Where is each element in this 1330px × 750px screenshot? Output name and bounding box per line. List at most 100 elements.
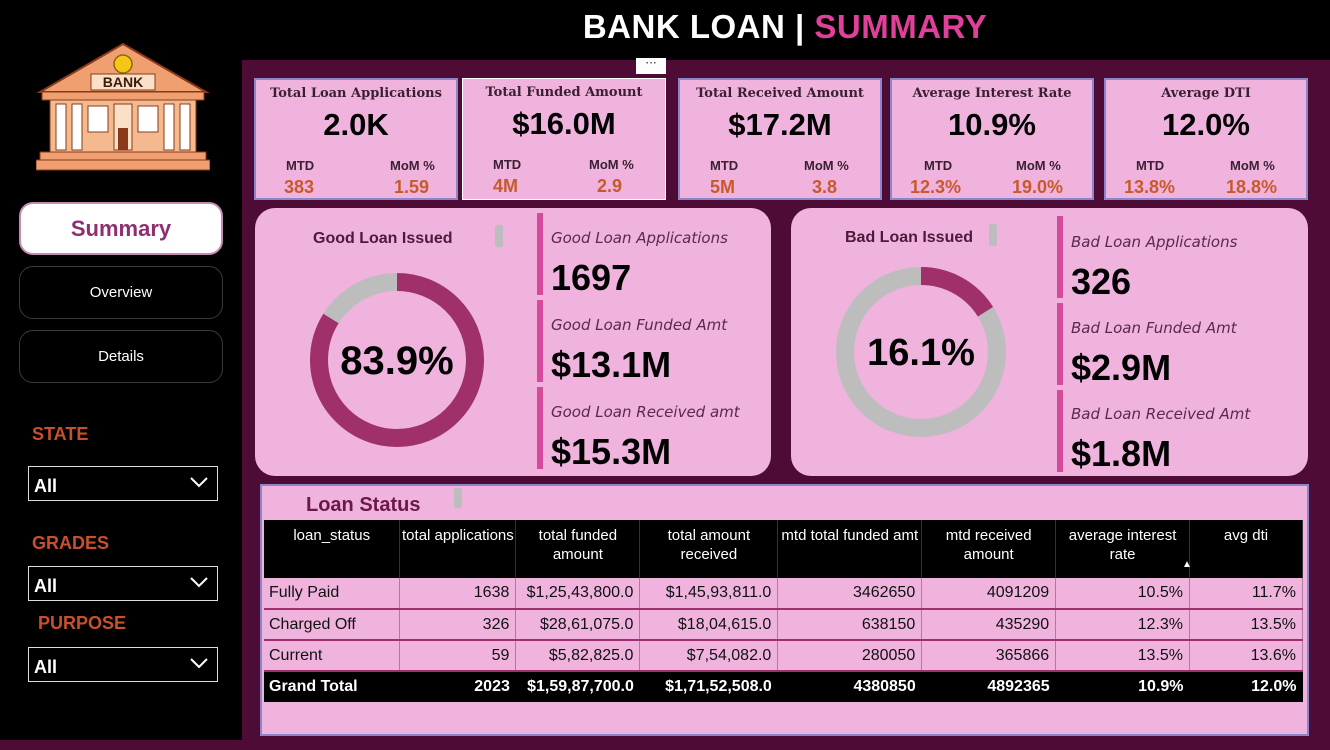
bank-logo-text: BANK	[103, 74, 143, 90]
table-cell: Fully Paid	[264, 578, 401, 610]
sort-ascending-icon: ▲	[1182, 559, 1192, 570]
kpi-mom-value: 2.9	[597, 176, 623, 196]
table-cell: Current	[264, 640, 401, 672]
column-header[interactable]: total applications	[399, 520, 517, 578]
table-cell: 13.5%	[1189, 609, 1303, 641]
scroll-handle[interactable]	[989, 224, 997, 246]
table-cell: 1638	[399, 578, 517, 610]
state-filter-select[interactable]: All	[28, 466, 218, 501]
loan-status-title: Loan Status	[306, 494, 421, 516]
table-cell: $7,54,082.0	[639, 640, 779, 672]
kpi-card-received-amount[interactable]: Total Received Amount $17.2M MTD MoM % 5…	[678, 78, 882, 200]
kpi-mom-label: MoM %	[1016, 158, 1061, 173]
column-header[interactable]: average interest rate	[1055, 520, 1191, 578]
donut-bad-arc	[836, 267, 1006, 437]
table-row[interactable]: Charged Off 326 $28,61,075.0 $18,04,615.…	[264, 609, 1303, 641]
kpi-card-average-dti[interactable]: Average DTI 12.0% MTD MoM % 13.8% 18.8%	[1104, 78, 1308, 200]
kpi-title: Total Received Amount	[696, 86, 864, 101]
table-row[interactable]: Current 59 $5,82,825.0 $7,54,082.0 28005…	[264, 640, 1303, 672]
good-received-value: $15.3M	[551, 431, 672, 472]
table-row[interactable]: Fully Paid 1638 $1,25,43,800.0 $1,45,93,…	[264, 578, 1303, 610]
table-cell: 4380850	[777, 671, 922, 702]
stat-accent-bar	[537, 387, 543, 469]
state-filter-label: STATE	[32, 424, 89, 444]
title-main: BANK LOAN	[582, 8, 786, 45]
nav-details-button[interactable]: Details	[19, 330, 223, 383]
bad-received-value: $1.8M	[1071, 433, 1172, 474]
bad-loan-title: Bad Loan Issued	[845, 229, 974, 246]
table-cell: $1,71,52,508.0	[639, 671, 778, 702]
table-cell: 3462650	[777, 578, 923, 610]
nav-overview-button[interactable]: Overview	[19, 266, 223, 319]
kpi-value: 12.0%	[1162, 107, 1250, 142]
kpi-mtd-label: MTD	[286, 158, 315, 173]
good-funded-label: Good Loan Funded Amt	[551, 316, 728, 334]
kpi-mtd-label: MTD	[924, 158, 953, 173]
column-header[interactable]: loan_status	[264, 520, 401, 578]
table-cell: 10.9%	[1055, 671, 1190, 702]
column-header[interactable]: mtd received amount	[921, 520, 1057, 578]
table-cell: 2023	[399, 671, 516, 702]
kpi-title: Average Interest Rate	[912, 86, 1072, 101]
good-loan-percent: 83.9%	[340, 339, 453, 383]
good-loan-panel: Good Loan Issued 83.9% Good Loan Applica…	[255, 208, 771, 476]
donut-good-arc	[310, 273, 484, 447]
table-cell: 59	[399, 640, 517, 672]
more-options-icon[interactable]: ···	[636, 57, 666, 74]
bad-loan-panel: Bad Loan Issued 16.1% Bad Loan Applicati…	[791, 208, 1308, 476]
kpi-mtd-value: 5M	[710, 177, 736, 197]
table-cell: 12.0%	[1189, 671, 1303, 702]
kpi-card-interest-rate[interactable]: Average Interest Rate 10.9% MTD MoM % 12…	[890, 78, 1094, 200]
title-separator: |	[794, 8, 805, 45]
table-cell: 638150	[777, 609, 923, 641]
bad-loan-donut: 16.1%	[836, 267, 1006, 437]
kpi-mom-label: MoM %	[804, 158, 849, 173]
table-cell: 12.3%	[1055, 609, 1191, 641]
good-applications-value: 1697	[551, 257, 632, 298]
title-accent: SUMMARY	[814, 8, 988, 45]
kpi-mom-label: MoM %	[390, 158, 435, 173]
main-canvas: ··· Total Loan Applications 2.0K MTD MoM…	[242, 57, 1330, 740]
kpi-value: $16.0M	[512, 106, 616, 141]
kpi-mtd-label: MTD	[493, 157, 522, 172]
chevron-down-icon	[189, 654, 209, 675]
column-header[interactable]: mtd total funded amt	[777, 520, 923, 578]
kpi-value: 10.9%	[948, 107, 1036, 142]
column-header[interactable]: avg dti ▲	[1182, 520, 1303, 578]
grades-filter-select[interactable]: All	[28, 566, 218, 601]
kpi-mtd-value: 12.3%	[910, 177, 962, 197]
column-header[interactable]: total amount received	[639, 520, 779, 578]
stat-accent-bar	[1057, 303, 1063, 385]
good-applications-label: Good Loan Applications	[551, 229, 728, 247]
nav-summary-button[interactable]: Summary	[19, 202, 223, 255]
stat-accent-bar	[1057, 390, 1063, 472]
loan-status-panel: Loan Status loan_status total applicatio…	[260, 484, 1309, 736]
table-cell: $1,25,43,800.0	[515, 578, 641, 610]
good-loan-donut: 83.9%	[310, 273, 484, 447]
table-cell: $28,61,075.0	[515, 609, 641, 641]
table-cell: 11.7%	[1189, 578, 1303, 610]
bad-applications-value: 326	[1071, 261, 1132, 302]
kpi-mtd-value: 383	[284, 177, 315, 197]
chevron-down-icon	[189, 573, 209, 594]
kpi-value: 2.0K	[323, 107, 389, 142]
scroll-handle[interactable]	[454, 488, 462, 508]
column-header[interactable]: total funded amount	[515, 520, 641, 578]
table-cell: 13.6%	[1189, 640, 1303, 672]
purpose-filter-select[interactable]: All	[28, 647, 218, 682]
scroll-handle[interactable]	[495, 225, 503, 247]
kpi-mom-label: MoM %	[589, 157, 634, 172]
bad-funded-label: Bad Loan Funded Amt	[1071, 319, 1237, 337]
bottom-bar	[0, 740, 1330, 750]
kpi-card-total-applications[interactable]: Total Loan Applications 2.0K MTD MoM % 3…	[254, 78, 458, 200]
table-cell: 4892365	[921, 671, 1056, 702]
kpi-mom-label: MoM %	[1230, 158, 1275, 173]
good-received-label: Good Loan Received amt	[551, 403, 740, 421]
kpi-card-funded-amount[interactable]: Total Funded Amount $16.0M MTD MoM % 4M …	[462, 78, 666, 200]
sidebar: BANK Summary Overview Details STATE All …	[0, 0, 242, 750]
table-cell: $1,45,93,811.0	[639, 578, 779, 610]
kpi-title: Average DTI	[1161, 86, 1251, 101]
bad-funded-value: $2.9M	[1071, 347, 1172, 388]
state-filter-value: All	[34, 476, 58, 496]
bad-applications-label: Bad Loan Applications	[1071, 233, 1238, 251]
